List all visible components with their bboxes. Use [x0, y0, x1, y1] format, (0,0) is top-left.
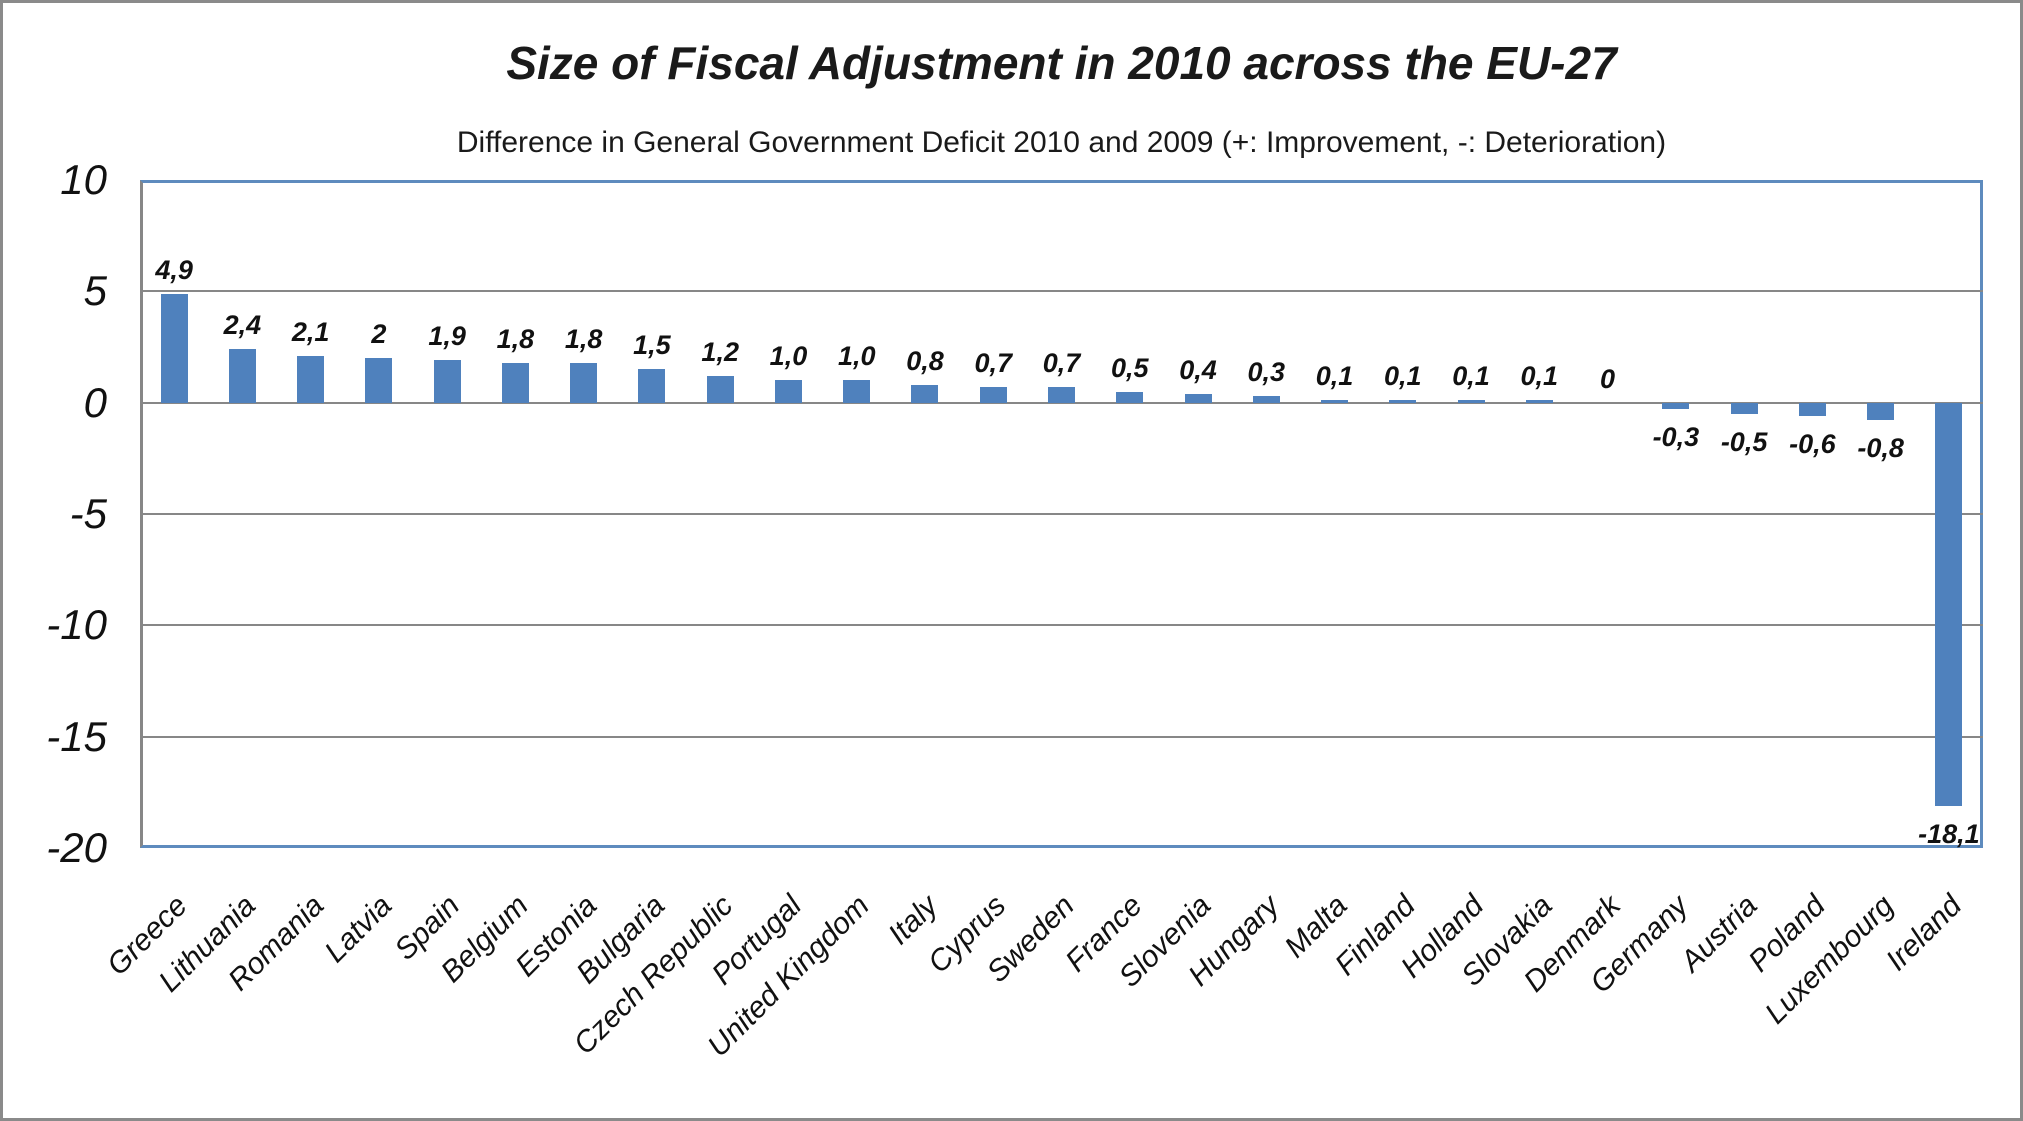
y-axis-tick-label: 5	[83, 267, 107, 315]
bar-value-label: 0,1	[1452, 361, 1490, 392]
y-axis-tick-label: 10	[60, 156, 107, 203]
bar-value-label: 0,5	[1110, 352, 1149, 383]
bar-value-label: 1,0	[769, 341, 808, 372]
bar-value-label: 0,3	[1247, 356, 1286, 387]
bar	[1867, 402, 1895, 421]
bar	[1184, 393, 1212, 403]
bar-value-label: 1,8	[564, 323, 603, 354]
gridline	[140, 401, 1983, 404]
bar	[297, 355, 325, 403]
gridline	[140, 290, 1983, 293]
bar-value-label: 1,2	[701, 336, 739, 367]
bar	[1252, 395, 1280, 403]
y-axis-tick-label: -20	[46, 824, 107, 871]
bar	[638, 369, 666, 403]
bar	[1798, 402, 1826, 417]
bar-value-label: -0,8	[1857, 433, 1904, 464]
bar	[911, 384, 939, 403]
bar	[228, 349, 256, 403]
bar	[160, 293, 188, 403]
bar-value-label: 0,1	[1384, 361, 1422, 392]
bar	[843, 380, 871, 403]
y-axis-tick-label: -5	[69, 490, 107, 537]
gridline	[140, 513, 1983, 515]
gridline	[140, 735, 1983, 738]
bar-value-label: 1,0	[837, 341, 876, 372]
bar-value-label: 4,9	[155, 254, 193, 285]
bar-value-label: 0	[1600, 363, 1616, 394]
bar	[1321, 400, 1349, 403]
bar	[1048, 387, 1075, 403]
bar	[365, 358, 393, 403]
x-axis-label: Ireland	[1880, 889, 1969, 978]
bar-value-label: 2,4	[223, 310, 262, 341]
bar-value-label: 0,1	[1315, 361, 1354, 392]
bar	[1457, 400, 1485, 403]
bar	[1525, 400, 1553, 403]
bar	[1935, 402, 1963, 806]
bar	[501, 362, 529, 403]
bar	[1662, 402, 1690, 410]
bar	[979, 387, 1007, 403]
bar-value-label: 1,8	[496, 323, 535, 354]
bar-value-label: 0,1	[1520, 361, 1559, 392]
bar-value-label: 2,1	[291, 316, 330, 347]
bar	[1389, 400, 1417, 403]
bar-value-label: 2	[371, 319, 387, 350]
bar-value-label: 0,7	[1042, 348, 1081, 379]
bar-value-label: -18,1	[1918, 818, 1980, 849]
bar	[1730, 402, 1758, 414]
chart-title: Size of Fiscal Adjustment in 2010 across…	[506, 37, 1617, 89]
bar-value-label: -0,3	[1652, 422, 1700, 453]
bar-value-label: 0,7	[974, 348, 1012, 379]
bar	[433, 360, 461, 403]
bar	[1116, 391, 1144, 403]
bar-value-label: -0,6	[1789, 429, 1836, 460]
chart-subtitle: Difference in General Government Deficit…	[456, 126, 1667, 159]
bar-value-label: 1,9	[428, 321, 466, 352]
y-axis-tick-label: -15	[46, 712, 107, 760]
bar	[706, 375, 734, 403]
bar-value-label: 0,4	[1179, 354, 1217, 385]
bar-value-label: 0,8	[906, 345, 944, 376]
x-axis-label: Austria	[1674, 889, 1764, 979]
y-axis-tick-label: 0	[83, 378, 107, 426]
bar-value-label: -0,5	[1720, 426, 1768, 457]
y-axis-tick-label: -10	[46, 601, 107, 649]
bar-value-label: 1,5	[633, 330, 671, 361]
bar	[570, 362, 598, 403]
gridline	[140, 624, 1983, 627]
bar	[774, 380, 802, 403]
x-axis-label: Latvia	[318, 889, 399, 969]
